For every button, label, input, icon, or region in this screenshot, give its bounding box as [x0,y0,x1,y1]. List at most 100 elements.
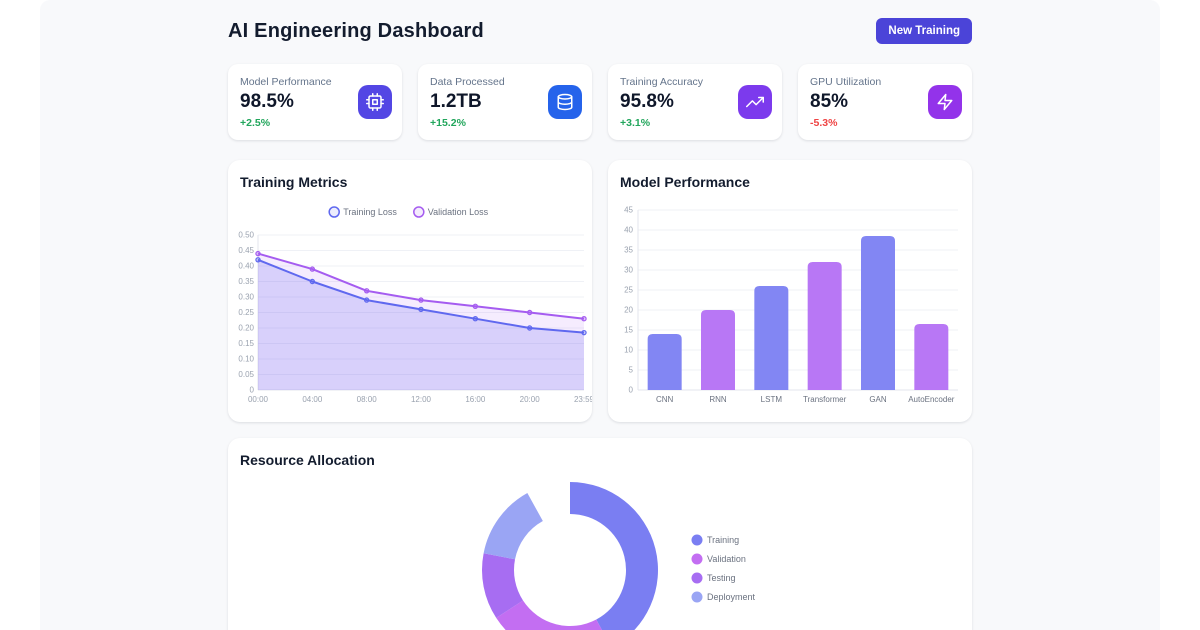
x-axis: CNN RNN LSTM Transformer GAN AutoEncoder [656,395,955,404]
svg-text:30: 30 [624,266,633,275]
svg-text:Training: Training [707,535,739,545]
legend-item-training-loss[interactable]: Training Loss [328,206,397,218]
svg-text:Validation: Validation [707,554,746,564]
svg-text:00:00: 00:00 [248,395,269,404]
training-metrics-card: Training Metrics 0 0.05 0.10 0.15 0.20 0.25 0.… [228,160,592,422]
svg-text:Transformer: Transformer [803,395,847,404]
svg-text:0.30: 0.30 [238,293,254,302]
svg-text:20:00: 20:00 [520,395,541,404]
trending-up-icon [738,85,772,119]
stat-card-gpu-utilization: GPU Utilization 85% -5.3% [798,64,972,140]
donut-segment-training[interactable] [570,482,658,630]
database-icon [548,85,582,119]
svg-text:5: 5 [629,366,634,375]
svg-text:0.35: 0.35 [238,277,254,286]
svg-text:15: 15 [624,326,633,335]
stat-label: Model Performance [240,75,332,88]
donut-segment-deployment[interactable] [483,493,543,560]
legend-item-training[interactable]: Training [691,534,740,546]
stat-card-data-processed: Data Processed 1.2TB +15.2% [418,64,592,140]
svg-text:40: 40 [624,226,633,235]
page-title: AI Engineering Dashboard [228,19,484,42]
bar-rnn[interactable] [701,310,735,390]
svg-text:Deployment: Deployment [707,592,756,602]
svg-text:25: 25 [624,286,633,295]
svg-text:04:00: 04:00 [302,395,323,404]
svg-text:16:00: 16:00 [465,395,486,404]
y-axis: 0 0.05 0.10 0.15 0.20 0.25 0.30 0.35 0.40 0.45 0.5… [238,231,254,395]
svg-text:0.15: 0.15 [238,339,254,348]
svg-text:0.25: 0.25 [238,308,254,317]
svg-text:RNN: RNN [709,395,727,404]
stat-value: 95.8% [620,90,674,112]
svg-text:23:59: 23:59 [574,395,592,404]
series-area-training-loss [258,259,584,390]
stat-card-training-accuracy: Training Accuracy 95.8% +3.1% [608,64,782,140]
svg-text:35: 35 [624,246,633,255]
legend-item-validation-loss[interactable]: Validation Loss [413,206,489,218]
legend-item-testing[interactable]: Testing [691,572,736,584]
stats-row: Model Performance 98.5% +2.5% Data Proce… [228,64,972,140]
svg-text:0.20: 0.20 [238,324,254,333]
x-axis: 00:00 04:00 08:00 12:00 16:00 20:00 23:59 [248,395,592,404]
stat-card-model-performance: Model Performance 98.5% +2.5% [228,64,402,140]
donut-segment-validation[interactable] [496,600,611,630]
svg-text:0: 0 [629,386,634,395]
chart-title-training-metrics: Training Metrics [240,174,348,190]
stat-delta: +3.1% [620,116,651,129]
gridlines [637,209,958,391]
series-points-validation-loss [255,250,587,322]
bars[interactable] [647,236,949,390]
bar-lstm[interactable] [754,286,789,390]
svg-text:AutoEncoder: AutoEncoder [908,395,955,404]
stat-delta: -5.3% [810,116,838,129]
dashboard-panel: AI Engineering Dashboard New Training Mo… [40,0,1160,630]
svg-text:Training Loss: Training Loss [343,207,397,217]
svg-text:CNN: CNN [656,395,674,404]
stat-label: Data Processed [430,75,505,88]
stat-value: 98.5% [240,90,294,112]
series-points-training-loss [255,257,587,336]
model-performance-chart[interactable]: 0 5 10 15 20 25 30 35 40 45 CNN RNN LSTM Transformer G… [608,194,972,406]
svg-text:0.50: 0.50 [238,231,254,240]
resource-allocation-card: Resource Allocation Training Validation Te… [228,438,972,630]
new-training-button[interactable]: New Training [876,18,972,44]
svg-text:20: 20 [624,306,633,315]
cpu-icon [358,85,392,119]
svg-text:08:00: 08:00 [357,395,378,404]
training-metrics-chart[interactable]: 0 0.05 0.10 0.15 0.20 0.25 0.30 0.35 0.40 0.45 0.5… [228,194,592,406]
bar-transformer[interactable] [807,262,842,390]
y-axis: 0 5 10 15 20 25 30 35 40 45 [624,206,633,395]
stat-delta: +15.2% [430,116,466,129]
chart-title-resource-allocation: Resource Allocation [240,452,375,468]
resource-allocation-chart[interactable]: Training Validation Testing Deployment [228,476,972,630]
svg-text:0.45: 0.45 [238,246,254,255]
svg-text:0: 0 [250,386,255,395]
svg-text:Testing: Testing [707,573,736,583]
bar-cnn[interactable] [647,334,682,390]
stat-value: 1.2TB [430,90,482,112]
header: AI Engineering Dashboard New Training [228,16,972,46]
svg-text:LSTM: LSTM [761,395,783,404]
svg-text:GAN: GAN [869,395,887,404]
bolt-icon [928,85,962,119]
stat-delta: +2.5% [240,116,271,129]
stat-label: GPU Utilization [810,75,882,88]
stat-label: Training Accuracy [620,75,704,88]
model-performance-card: Model Performance 0 5 10 15 20 25 30 35 40 45 CNN R… [608,160,972,422]
svg-text:10: 10 [624,346,633,355]
svg-text:12:00: 12:00 [411,395,432,404]
donut-segment-testing[interactable] [482,553,524,618]
series-area-validation-loss [258,253,584,390]
bar-gan[interactable] [861,236,895,390]
legend-item-validation[interactable]: Validation [691,553,746,565]
charts-row: Training Metrics 0 0.05 0.10 0.15 0.20 0.25 0.… [228,160,972,422]
svg-text:0.05: 0.05 [238,370,254,379]
legend-item-deployment[interactable]: Deployment [691,591,756,603]
donut-ring[interactable] [482,482,658,630]
svg-text:Validation Loss: Validation Loss [428,207,489,217]
chart-title-model-performance: Model Performance [620,174,750,190]
bar-autoencoder[interactable] [914,324,949,390]
svg-text:0.10: 0.10 [238,355,254,364]
svg-text:45: 45 [624,206,633,215]
